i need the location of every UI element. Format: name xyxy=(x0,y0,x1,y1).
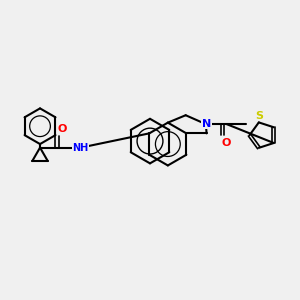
Text: N: N xyxy=(202,118,211,128)
Text: NH: NH xyxy=(73,142,89,153)
Text: S: S xyxy=(255,111,263,121)
Text: O: O xyxy=(58,124,67,134)
Text: O: O xyxy=(222,138,231,148)
